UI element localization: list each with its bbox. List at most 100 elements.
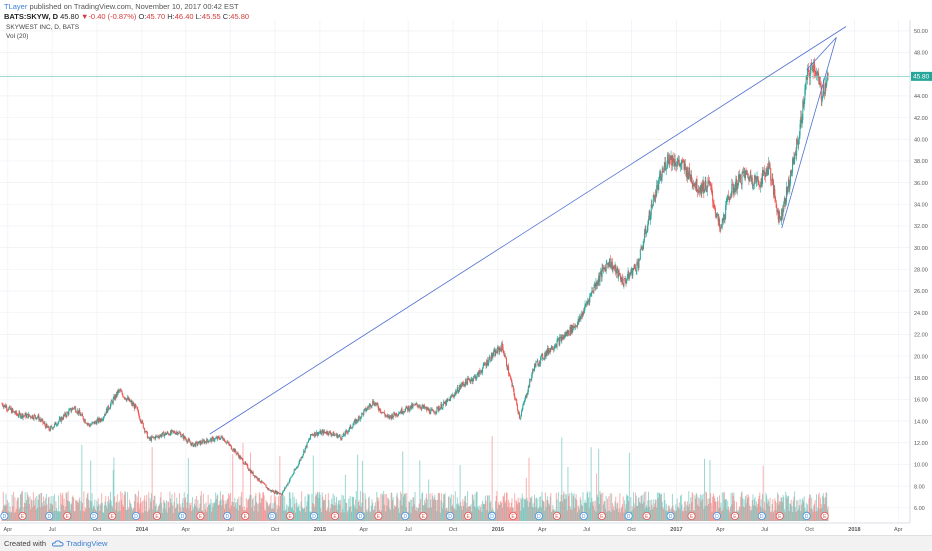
dividend-marker[interactable]: D: [223, 512, 232, 520]
earnings-marker[interactable]: E: [552, 512, 561, 520]
dividend-marker[interactable]: D: [446, 512, 455, 520]
dividend-marker[interactable]: D: [624, 512, 633, 520]
time-axis[interactable]: Apr Jul Oct 2014 Apr Jul Oct 2015 Apr Jul Oct 2016 A…: [4, 527, 903, 533]
volume-bar: [368, 497, 370, 521]
candle-body: [719, 219, 721, 228]
dividend-marker[interactable]: D: [356, 512, 365, 520]
candle-body: [430, 409, 432, 410]
volume-bar: [77, 503, 79, 521]
earnings-marker[interactable]: E: [419, 512, 428, 520]
volume-bar: [582, 492, 584, 521]
trendlines[interactable]: [209, 26, 847, 435]
trendline[interactable]: [781, 37, 837, 229]
volume-bar: [160, 492, 162, 521]
volume-bar: [146, 494, 148, 521]
candle-body: [59, 417, 61, 419]
price-axis[interactable]: 6.008.0010.0012.0014.0016.0018.0020.0022…: [914, 29, 928, 512]
volume-bar: [730, 492, 732, 521]
dividend-marker[interactable]: D: [666, 512, 675, 520]
volume-bar: [105, 505, 107, 521]
earnings-marker[interactable]: E: [331, 512, 340, 520]
candle-body: [622, 277, 624, 284]
volume-bar: [249, 495, 251, 521]
volume-bar: [318, 491, 320, 521]
candle-body: [456, 387, 458, 391]
earnings-marker[interactable]: E: [775, 512, 784, 520]
volume-legend: Vol (20): [6, 33, 28, 40]
volume-bar: [660, 494, 662, 521]
earnings-marker[interactable]: E: [730, 512, 739, 520]
candle-body: [697, 190, 699, 193]
dividend-marker[interactable]: D: [0, 512, 9, 520]
dividend-marker[interactable]: D: [488, 512, 497, 520]
candle-body: [411, 404, 413, 409]
dividend-marker[interactable]: D: [401, 512, 410, 520]
earnings-marker[interactable]: E: [18, 512, 27, 520]
trendline[interactable]: [806, 37, 837, 71]
author-link[interactable]: TLayer: [4, 2, 28, 11]
candle-body: [446, 399, 448, 401]
earnings-marker[interactable]: E: [597, 512, 606, 520]
candle-body: [626, 279, 628, 283]
volume-bar: [584, 499, 586, 521]
candle-body: [49, 430, 51, 431]
volume-bar: [221, 495, 223, 521]
candle-body: [239, 455, 241, 459]
earnings-marker[interactable]: E: [286, 512, 295, 520]
dividend-marker[interactable]: D: [132, 512, 141, 520]
volume-bar: [665, 503, 667, 521]
candle-body: [158, 437, 160, 438]
candle-body: [311, 434, 313, 435]
candle-body: [3, 405, 5, 408]
candle-body: [497, 347, 499, 348]
dividend-marker[interactable]: D: [90, 512, 99, 520]
volume-bar: [639, 501, 641, 521]
dividend-marker[interactable]: D: [534, 512, 543, 520]
candle-body: [1, 403, 3, 405]
volume-bar: [260, 502, 262, 521]
volume-bar: [419, 460, 421, 521]
earnings-marker[interactable]: E: [464, 512, 473, 520]
earnings-marker[interactable]: E: [196, 512, 205, 520]
earnings-marker[interactable]: E: [153, 512, 162, 520]
earnings-marker[interactable]: E: [108, 512, 117, 520]
earnings-marker[interactable]: E: [687, 512, 696, 520]
dividend-marker[interactable]: D: [712, 512, 721, 520]
candle-body: [417, 404, 419, 407]
dividend-marker[interactable]: D: [802, 512, 811, 520]
candle-body: [224, 441, 226, 443]
dividend-marker[interactable]: D: [45, 512, 54, 520]
earnings-marker[interactable]: E: [241, 512, 250, 520]
volume-bar: [526, 497, 528, 521]
volume-bar: [505, 492, 507, 521]
volume-bar: [37, 499, 39, 521]
volume-bar: [51, 503, 53, 521]
earnings-marker[interactable]: E: [820, 512, 829, 520]
dividend-marker[interactable]: D: [757, 512, 766, 520]
earnings-marker[interactable]: E: [63, 512, 72, 520]
volume-bar: [514, 493, 516, 521]
volume-bar: [387, 497, 389, 521]
candle-body: [562, 335, 564, 340]
candle-body: [271, 490, 273, 492]
earnings-marker[interactable]: E: [374, 512, 383, 520]
candle-body: [401, 408, 403, 414]
candle-body: [6, 406, 8, 410]
candle-body: [87, 423, 89, 425]
candle-body: [122, 396, 124, 398]
earnings-marker[interactable]: E: [642, 512, 651, 520]
volume-bar: [473, 499, 475, 521]
candle-body: [799, 124, 801, 136]
price-chart[interactable]: D E D E D E D E D E D E D E D E D E D E D E D E D E D E D E D E D E D E D E 6…: [0, 0, 932, 535]
candle-body: [328, 431, 330, 435]
candle-body: [538, 364, 540, 366]
dividend-marker[interactable]: D: [579, 512, 588, 520]
dividend-marker[interactable]: D: [310, 512, 319, 520]
earnings-marker[interactable]: E: [509, 512, 518, 520]
volume-bar: [30, 509, 32, 521]
tradingview-link[interactable]: TradingView: [66, 539, 108, 548]
dividend-marker[interactable]: D: [268, 512, 277, 520]
trendline[interactable]: [209, 26, 847, 435]
dividend-marker[interactable]: D: [178, 512, 187, 520]
